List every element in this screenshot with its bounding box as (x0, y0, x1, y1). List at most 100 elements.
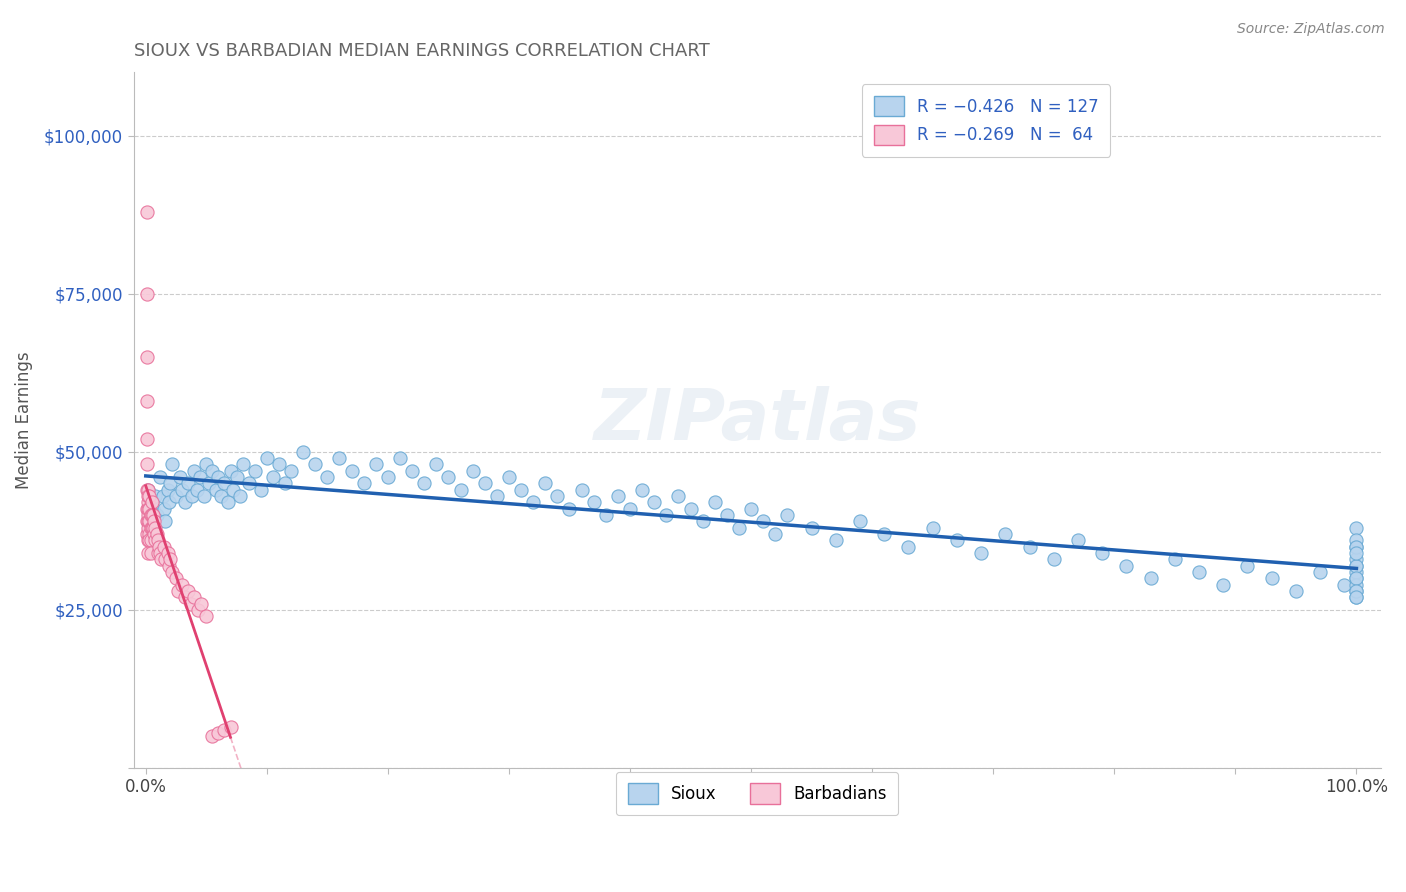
Point (152, 489, 174, 503)
Point (728, 521, 751, 535)
Point (873, 527, 896, 541)
Point (571, 483, 593, 497)
Point (149, 546, 172, 560)
Point (197, 476, 219, 491)
Point (157, 495, 180, 509)
Text: Source: ZipAtlas.com: Source: ZipAtlas.com (1237, 22, 1385, 37)
Point (165, 571, 187, 585)
Point (138, 501, 160, 516)
Point (195, 458, 218, 472)
Point (595, 508, 617, 522)
Point (146, 533, 169, 548)
Point (377, 470, 399, 484)
Point (752, 514, 775, 528)
Point (655, 508, 678, 522)
Point (136, 483, 159, 497)
Point (136, 495, 159, 509)
Point (425, 458, 447, 472)
Point (1346, 571, 1368, 585)
Point (1346, 521, 1368, 535)
Point (214, 723, 236, 737)
Point (136, 508, 159, 522)
Point (340, 464, 363, 478)
Point (1333, 577, 1355, 591)
Point (946, 533, 969, 548)
Point (167, 583, 190, 598)
Point (141, 495, 163, 509)
Point (692, 514, 714, 528)
Point (136, 204, 159, 219)
Point (679, 501, 702, 516)
Point (136, 286, 159, 301)
Point (474, 476, 496, 491)
Point (139, 546, 162, 560)
Point (149, 470, 172, 484)
Point (138, 527, 160, 541)
Point (183, 464, 205, 478)
Point (153, 540, 176, 554)
Point (180, 489, 202, 503)
Point (849, 514, 872, 528)
Point (138, 533, 160, 548)
Point (136, 527, 159, 541)
Point (1346, 552, 1368, 566)
Point (139, 521, 162, 535)
Point (207, 470, 229, 484)
Point (153, 552, 176, 566)
Point (606, 489, 628, 503)
Point (142, 508, 165, 522)
Point (139, 508, 162, 522)
Point (267, 458, 290, 472)
Legend: Sioux, Barbadians: Sioux, Barbadians (616, 772, 898, 815)
Point (1346, 540, 1368, 554)
Point (187, 603, 209, 617)
Point (136, 394, 159, 409)
Point (1346, 540, 1368, 554)
Point (136, 546, 159, 560)
Point (1346, 558, 1368, 573)
Point (186, 483, 208, 497)
Point (824, 533, 846, 548)
Point (143, 514, 166, 528)
Point (292, 445, 315, 459)
Point (145, 489, 167, 503)
Point (156, 483, 179, 497)
Point (141, 521, 163, 535)
Point (274, 476, 297, 491)
Point (1139, 571, 1161, 585)
Point (159, 552, 181, 566)
Point (1346, 591, 1368, 605)
Point (173, 591, 195, 605)
Point (136, 501, 159, 516)
Point (136, 501, 159, 516)
Point (800, 521, 823, 535)
Point (138, 514, 160, 528)
Point (1018, 540, 1040, 554)
Point (1346, 571, 1368, 585)
Point (256, 451, 278, 466)
Point (921, 521, 943, 535)
Point (1346, 533, 1368, 548)
Point (1067, 533, 1090, 548)
Point (172, 577, 194, 591)
Point (1212, 577, 1234, 591)
Point (353, 476, 375, 491)
Point (510, 483, 533, 497)
Point (763, 527, 786, 541)
Point (142, 501, 165, 516)
Point (450, 483, 472, 497)
Point (141, 495, 163, 509)
Point (668, 489, 690, 503)
Point (217, 495, 239, 509)
Point (485, 489, 508, 503)
Point (1188, 565, 1211, 579)
Point (280, 464, 302, 478)
Point (1236, 558, 1258, 573)
Point (136, 514, 159, 528)
Point (232, 458, 254, 472)
Point (413, 476, 436, 491)
Point (180, 597, 202, 611)
Point (169, 470, 191, 484)
Y-axis label: Median Earnings: Median Earnings (15, 351, 32, 489)
Point (1346, 583, 1368, 598)
